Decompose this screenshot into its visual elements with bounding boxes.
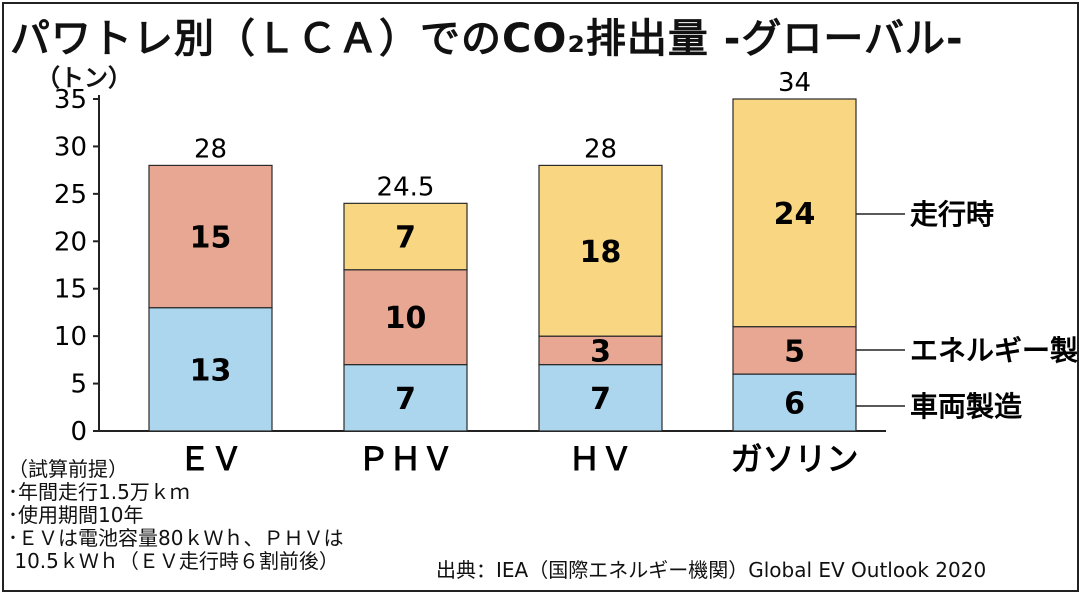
y-tick-label: 15 xyxy=(54,275,87,305)
y-tick-label: 35 xyxy=(54,85,87,115)
y-axis-unit: （トン） xyxy=(36,64,132,92)
source-credit: 出典：IEA（国際エネルギー機関）Global EV Outlook 2020 xyxy=(436,558,987,582)
y-tick-label: 0 xyxy=(70,417,87,447)
total-label: 28 xyxy=(194,134,227,164)
assumption-notes: （試算前提） ･年間走行1.5万ｋｍ ･使用期間10年 ･ＥＶは電池容量80ｋＷ… xyxy=(8,458,343,573)
y-tick-label: 10 xyxy=(54,322,87,352)
data-label: 18 xyxy=(580,235,622,270)
chart-title: パワトレ別（ＬＣＡ）でのCO₂排出量 -グローバル- xyxy=(10,16,964,62)
legend-label-energy: エネルギー製造 xyxy=(910,334,1079,367)
total-label: 28 xyxy=(584,134,617,164)
total-label: 34 xyxy=(778,68,811,98)
data-label: 3 xyxy=(590,334,611,369)
bar-segment-vehicle xyxy=(148,307,273,432)
category-label: ＨＶ xyxy=(568,440,632,478)
bar-segment-energy xyxy=(732,326,857,375)
note-line: ･ＥＶは電池容量80ｋＷｈ、ＰＨＶは xyxy=(8,526,344,550)
bar-segment-vehicle xyxy=(538,364,663,432)
note-line: 10.5ｋＷｈ（ＥＶ走行時６割前後） xyxy=(8,549,339,573)
y-tick-label: 25 xyxy=(54,180,87,210)
data-label: 13 xyxy=(190,353,232,388)
legend-label-driving: 走行時 xyxy=(910,198,994,231)
total-label: 24.5 xyxy=(377,172,435,202)
data-label: 10 xyxy=(385,301,427,336)
bar-segment-driving xyxy=(732,98,857,328)
note-line: （試算前提） xyxy=(8,457,128,481)
data-label: 15 xyxy=(190,221,232,256)
note-line: ･使用期間10年 xyxy=(8,503,144,527)
note-line: ･年間走行1.5万ｋｍ xyxy=(8,480,190,504)
y-tick-label: 20 xyxy=(54,227,87,257)
data-label: 5 xyxy=(784,334,805,369)
data-label: 7 xyxy=(395,221,416,256)
bar-segment-driving xyxy=(343,202,468,271)
category-label: ＰＨＶ xyxy=(357,440,453,478)
bar-segment-energy xyxy=(538,335,663,366)
data-label: 6 xyxy=(784,387,805,422)
data-label: 24 xyxy=(774,197,816,232)
legend-label-vehicle: 車両製造 xyxy=(910,390,1022,423)
data-label: 7 xyxy=(395,382,416,417)
bar-segment-driving xyxy=(538,164,663,337)
category-label: ガソリン xyxy=(730,440,858,478)
bar-segment-energy xyxy=(343,269,468,366)
data-label: 7 xyxy=(590,382,611,417)
bar-segment-vehicle xyxy=(732,373,857,432)
y-tick-label: 30 xyxy=(54,132,87,162)
bar-segment-energy xyxy=(148,164,273,309)
bar-segment-vehicle xyxy=(343,364,468,432)
category-label: ＥＶ xyxy=(178,440,242,478)
y-tick-label: 5 xyxy=(70,370,87,400)
